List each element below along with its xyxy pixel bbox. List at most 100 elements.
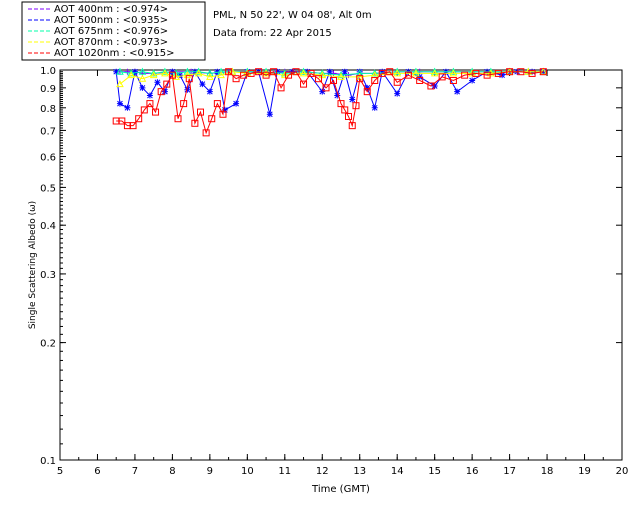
x-tick-label: 20 [616,466,629,477]
legend: AOT 400nm : <0.974>AOT 500nm : <0.935>AO… [28,4,174,59]
data-point [449,69,458,77]
x-tick-label: 9 [207,466,213,477]
data-point [152,108,160,116]
data-point [184,86,191,93]
data-point [438,73,446,81]
data-point [430,69,439,77]
data-point [228,67,237,75]
data-point [135,115,143,123]
data-point [149,71,158,79]
data-point [506,68,514,76]
data-point [161,88,168,95]
data-point [194,69,203,77]
y-tick-label: 0.4 [40,221,56,232]
data-point [240,71,248,79]
data-point [364,84,371,91]
data-point [370,69,379,77]
data-point [161,69,169,77]
data-point [168,71,176,79]
data-point [461,71,469,79]
data-point [127,69,136,77]
x-tick-label: 18 [541,466,554,477]
data-point [326,68,333,75]
data-point [341,106,349,114]
data-point [161,67,169,75]
data-point [146,92,153,99]
data-point [113,68,120,75]
data-point [202,129,210,137]
data-point [528,69,536,77]
data-point [157,88,165,96]
data-point [213,100,221,108]
data-point [404,71,412,79]
data-point [154,79,161,86]
legend-label: AOT 870nm : <0.973> [54,37,168,48]
data-point [337,71,345,79]
y-tick-label: 0.7 [40,126,56,137]
data-point [139,84,146,91]
data-point [524,67,533,75]
data-point [183,67,192,75]
data-point [363,88,371,96]
data-point [337,100,345,108]
data-point [356,68,363,75]
data-point [247,69,255,77]
data-point [307,69,315,77]
site-header: PML, N 50 22', W 04 08', Alt 0m [213,10,372,21]
data-point [116,80,124,88]
data-point [124,104,131,111]
data-point [472,69,480,77]
x-tick-label: 15 [428,466,441,477]
data-point [194,67,203,75]
data-point [206,88,213,95]
data-point [277,84,285,92]
data-point [140,106,148,114]
data-point [539,68,547,76]
data-point [262,71,270,79]
data-point [416,73,423,80]
data-point [208,115,216,123]
data-point [217,71,225,79]
data-point [285,71,293,79]
data-point [469,77,476,84]
data-point [118,117,126,125]
data-point [378,69,386,77]
y-tick-label: 0.3 [40,270,56,281]
data-point [356,75,364,83]
y-tick-label: 0.9 [40,84,56,95]
data-point [299,67,308,75]
y-tick-label: 0.8 [40,104,56,115]
data-point [468,69,476,77]
data-point [214,68,221,75]
data-point [494,69,502,77]
x-tick-label: 16 [466,466,479,477]
data-point [124,68,131,75]
x-tick-label: 11 [278,466,291,477]
data-point [243,69,252,77]
data-point [183,71,192,79]
data-point [185,75,193,83]
data-point [270,68,278,76]
y-tick-label: 1.0 [40,66,56,77]
series-4 [112,68,547,137]
data-point [483,71,491,79]
legend-label: AOT 500nm : <0.935> [54,15,168,26]
data-point [300,80,308,88]
x-tick-label: 6 [94,466,100,477]
y-tick-label: 0.5 [40,183,56,194]
x-axis-label: Time (GMT) [311,484,370,495]
data-point [427,82,435,90]
data-point [454,88,461,95]
data-point [262,69,270,77]
data-point [334,92,341,99]
data-point [138,67,147,75]
data-point [330,76,338,84]
series-group [112,67,548,137]
data-point [274,68,281,75]
data-point [318,69,327,77]
y-tick-label: 0.1 [40,456,56,467]
data-point [116,100,123,107]
data-point [172,69,180,77]
data-point [197,108,204,116]
